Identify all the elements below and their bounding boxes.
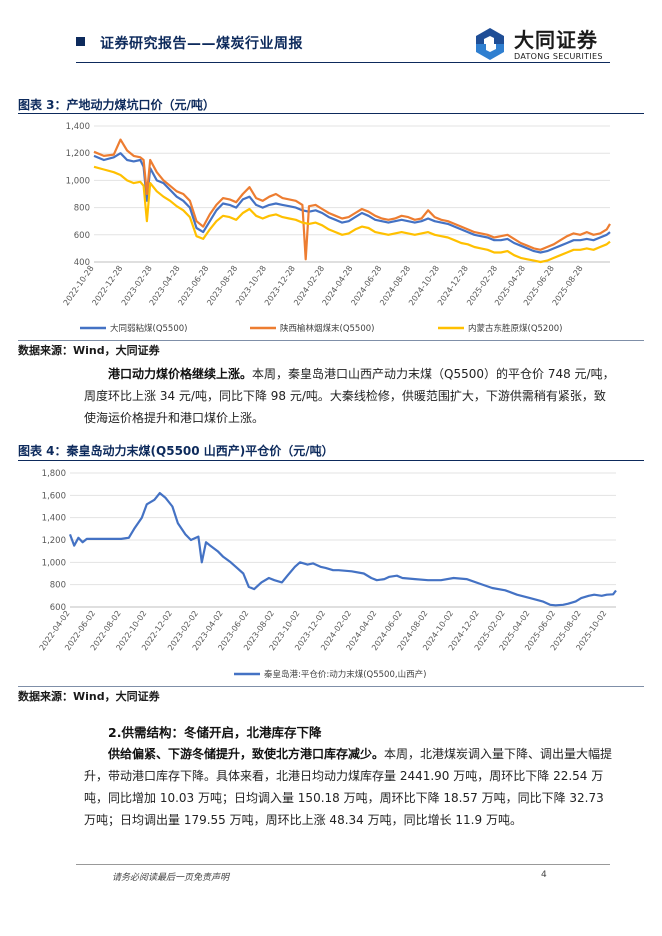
chart1-series-line-1 — [93, 152, 611, 254]
section-2-heading: 2.供需结构：冬储开启，北港库存下降 — [108, 725, 322, 740]
paragraph-coal-price-body: 本周，秦皇岛港口山西产动力末煤（Q5500）的平仓价 748 元/吨，周度环比上… — [84, 367, 615, 425]
page-number: 4 — [541, 870, 547, 880]
chart2-ytick-label: 800 — [50, 581, 66, 591]
chart1-legend-label-1: 大同弱粘煤(Q5500) — [110, 323, 187, 334]
chart1-series-line-3 — [93, 165, 611, 264]
paragraph-supply-demand-body: 本周，北港煤炭调入量下降、调出量大幅提升，带动港口库存下降。具体来看，北港日均动… — [84, 747, 613, 827]
chart1-legend-label-3: 内蒙古东胜原煤(Q5200) — [468, 323, 562, 334]
chart1-xtick-label: 2022-12-28 — [90, 264, 124, 307]
chart2-ytick-label: 1,800 — [42, 469, 66, 479]
chart2-ytick-label: 600 — [50, 603, 66, 613]
chart2-ytick-label: 1,600 — [42, 491, 66, 501]
logo-subtext: DATONG SECURITIES — [514, 52, 603, 61]
report-header-title: 证券研究报告——煤炭行业周报 — [100, 36, 303, 52]
figure-3-source: 数据来源：Wind，大同证券 — [18, 344, 160, 357]
figure-3-title: 图表 3：产地动力煤坑口价（元/吨） — [18, 98, 215, 112]
chart1-xtick-label: 2025-08-28 — [551, 264, 585, 307]
figure-4-source: 数据来源：Wind，大同证券 — [18, 690, 160, 703]
chart1-ytick-label: 1,200 — [66, 149, 90, 159]
chart2-ytick-label: 1,200 — [42, 536, 66, 546]
header-divider — [76, 62, 610, 63]
figure-4-chart: 6008001,0001,2001,4001,6001,8002022-04-0… — [38, 469, 617, 680]
chart1-xtick-label: 2023-12-28 — [263, 264, 297, 307]
chart2-ytick-label: 1,000 — [42, 558, 66, 568]
chart1-ytick-label: 400 — [74, 258, 90, 268]
paragraph-coal-price: 港口动力煤价格继续上涨。本周，秦皇岛港口山西产动力末煤（Q5500）的平仓价 7… — [84, 363, 616, 429]
chart1-ytick-label: 800 — [74, 204, 90, 214]
footer-disclaimer: 请务必阅读最后一页免责声明 — [112, 873, 230, 883]
paragraph-supply-demand-lead: 供给偏紧、下游冬储提升，致使北方港口库存减少。 — [108, 747, 385, 761]
logo-mark-icon — [476, 28, 504, 60]
figure-4-title: 图表 4：秦皇岛动力末煤(Q5500 山西产)平仓价（元/吨） — [18, 444, 334, 458]
figure-4-bottom-rule — [18, 686, 644, 687]
figure-3-bottom-rule — [18, 340, 644, 341]
figure-3-top-rule — [18, 113, 644, 114]
footer-divider — [76, 864, 610, 865]
figure-3-chart: 4006008001,0001,2001,4002022-10-282022-1… — [62, 122, 611, 334]
chart2-series-line-1 — [68, 491, 617, 607]
chart1-ytick-label: 1,400 — [66, 122, 90, 132]
header-square-marker — [76, 37, 85, 46]
chart1-ytick-label: 600 — [74, 231, 90, 241]
paragraph-coal-price-lead: 港口动力煤价格继续上涨。 — [108, 367, 253, 381]
chart1-legend-label-2: 陕西榆林烟煤末(Q5500) — [280, 323, 374, 334]
chart1-series-line-2 — [93, 138, 611, 261]
company-logo: 大同证券 DATONG SECURITIES — [470, 22, 620, 66]
chart2-ytick-label: 1,400 — [42, 514, 66, 524]
chart2-legend-label-1: 秦皇岛港:平仓价:动力末煤(Q5500,山西产) — [264, 669, 426, 680]
chart1-xtick-label: 2024-12-28 — [436, 264, 470, 307]
figure-4-top-rule — [18, 460, 644, 461]
logo-text: 大同证券 — [514, 28, 598, 52]
chart1-ytick-label: 1,000 — [66, 176, 90, 186]
paragraph-supply-demand: 供给偏紧、下游冬储提升，致使北方港口库存减少。本周，北港煤炭调入量下降、调出量大… — [84, 743, 616, 831]
